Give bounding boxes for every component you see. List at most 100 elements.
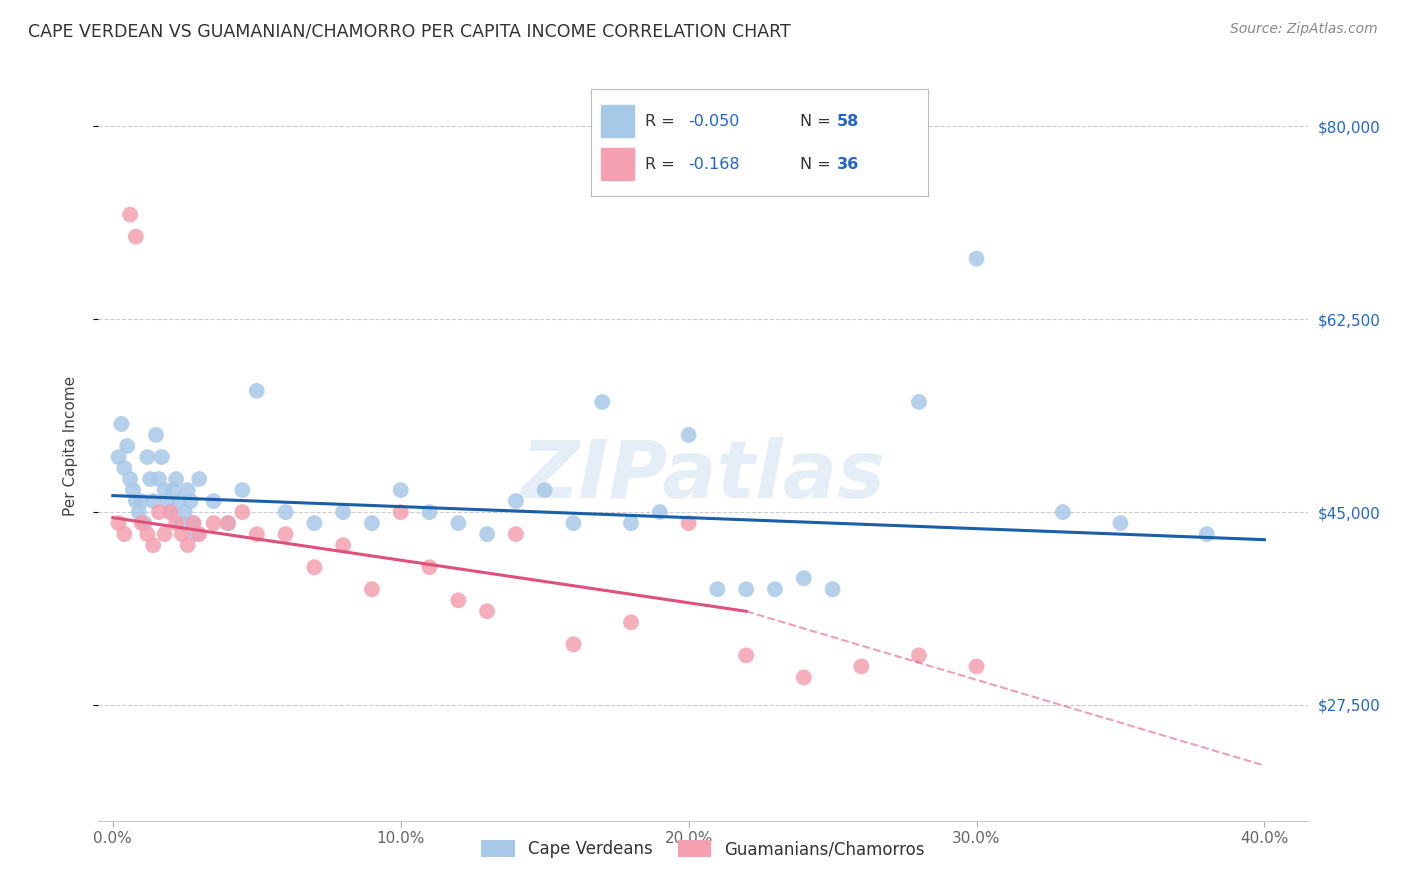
Point	[418, 560, 440, 574]
Point	[110, 417, 132, 431]
Y-axis label: Per Capita Income: Per Capita Income	[63, 376, 77, 516]
Point	[136, 450, 159, 464]
Point	[851, 659, 873, 673]
Point	[176, 483, 198, 497]
Point	[1109, 516, 1132, 530]
Point	[148, 505, 170, 519]
Point	[1052, 505, 1074, 519]
Point	[183, 516, 205, 530]
Point	[153, 527, 176, 541]
Point	[505, 494, 527, 508]
Point	[148, 472, 170, 486]
Point	[188, 527, 211, 541]
Point	[186, 527, 208, 541]
Point	[139, 472, 162, 486]
Point	[188, 472, 211, 486]
Point	[159, 505, 181, 519]
Point	[120, 208, 142, 222]
Point	[120, 472, 142, 486]
Point	[793, 670, 815, 684]
Point	[107, 516, 129, 530]
Text: R =: R =	[644, 114, 679, 128]
Point	[591, 395, 613, 409]
Point	[361, 516, 384, 530]
Point	[165, 472, 187, 486]
Point	[202, 516, 225, 530]
Point	[170, 527, 193, 541]
Text: ZIPatlas: ZIPatlas	[520, 437, 886, 515]
Point	[125, 494, 148, 508]
Point	[620, 615, 643, 630]
Point	[1195, 527, 1218, 541]
Point	[136, 527, 159, 541]
Point	[361, 582, 384, 597]
Text: R =: R =	[644, 157, 679, 171]
Point	[231, 483, 253, 497]
Point	[706, 582, 728, 597]
Point	[735, 648, 758, 663]
Point	[115, 439, 138, 453]
Text: 58: 58	[837, 114, 859, 128]
Point	[966, 659, 988, 673]
Point	[122, 483, 145, 497]
Point	[153, 483, 176, 497]
Point	[274, 527, 297, 541]
Point	[167, 494, 190, 508]
Text: N =: N =	[800, 114, 835, 128]
Point	[332, 505, 354, 519]
Point	[246, 384, 269, 398]
Point	[821, 582, 844, 597]
Point	[304, 516, 326, 530]
Point	[533, 483, 555, 497]
Point	[389, 483, 412, 497]
Point	[505, 527, 527, 541]
Point	[176, 538, 198, 552]
Point	[620, 516, 643, 530]
Point	[145, 428, 167, 442]
Point	[134, 516, 156, 530]
Text: N =: N =	[800, 157, 835, 171]
Point	[150, 450, 173, 464]
Point	[304, 560, 326, 574]
Point	[112, 461, 135, 475]
Point	[274, 505, 297, 519]
Point	[180, 494, 202, 508]
Bar	[600, 105, 634, 137]
Point	[217, 516, 239, 530]
Point	[128, 505, 150, 519]
Point	[648, 505, 671, 519]
Point	[908, 395, 931, 409]
Point	[107, 450, 129, 464]
Point	[159, 505, 181, 519]
Point	[162, 483, 184, 497]
Legend: Cape Verdeans, Guamanians/Chamorros: Cape Verdeans, Guamanians/Chamorros	[475, 833, 931, 864]
Text: -0.050: -0.050	[689, 114, 740, 128]
Point	[131, 494, 153, 508]
Point	[562, 637, 585, 651]
Point	[418, 505, 440, 519]
Point	[156, 494, 179, 508]
Point	[966, 252, 988, 266]
Point	[112, 527, 135, 541]
Point	[142, 494, 165, 508]
Point	[678, 428, 700, 442]
Point	[389, 505, 412, 519]
Point	[202, 494, 225, 508]
Point	[231, 505, 253, 519]
Point	[447, 516, 470, 530]
Point	[475, 527, 498, 541]
Point	[170, 516, 193, 530]
Point	[475, 604, 498, 618]
Point	[217, 516, 239, 530]
Point	[173, 505, 195, 519]
Text: -0.168: -0.168	[689, 157, 740, 171]
Point	[793, 571, 815, 585]
Point	[125, 229, 148, 244]
Point	[142, 538, 165, 552]
Text: 36: 36	[837, 157, 859, 171]
Point	[763, 582, 786, 597]
Bar	[600, 148, 634, 180]
Point	[678, 516, 700, 530]
Point	[332, 538, 354, 552]
Point	[447, 593, 470, 607]
